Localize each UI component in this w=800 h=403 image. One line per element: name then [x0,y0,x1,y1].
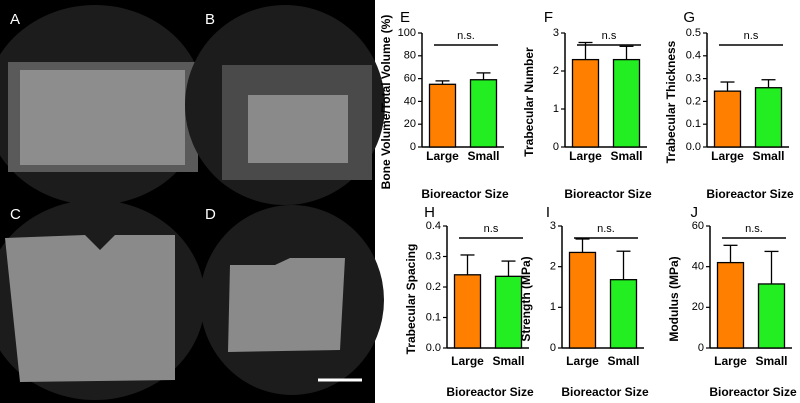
y-tick-label: 0.0 [426,342,441,354]
y-tick-label: 3 [550,220,556,232]
y-tick-label: 0.0 [686,141,701,153]
bar [609,279,638,349]
x-axis-label: Bioreactor Size [446,385,534,399]
y-tick-label: 40 [692,261,704,273]
y-tick-label: 60 [404,73,416,85]
panel-label: I [546,204,550,221]
x-axis-label: Bioreactor Size [706,187,794,201]
panel-label: F [544,9,553,26]
y-tick-label: 2 [553,65,559,77]
scaffold-d [228,258,345,352]
y-tick-label: 0.4 [426,220,441,232]
y-tick-label: 0.1 [686,118,701,130]
bar [716,261,745,349]
y-axis-label: Bone Volume/Total Volume (%) [379,15,393,190]
x-tick-label: Large [714,354,747,368]
image-label: C [10,206,21,223]
scaffold-a-inner [20,70,185,165]
y-tick-label: 20 [404,118,416,130]
x-tick-label: Large [566,354,599,368]
y-tick-label: 0.2 [686,95,701,107]
x-tick-label: Small [610,149,642,163]
y-tick-label: 20 [692,301,704,313]
scaffold-c [5,235,175,382]
bar [428,83,457,148]
y-tick-label: 0.5 [686,27,701,39]
x-tick-label: Large [426,149,459,163]
y-tick-label: 1 [550,301,556,313]
y-tick-label: 0.4 [686,50,701,62]
annotation: n.s [484,223,499,235]
x-tick-label: Small [467,149,499,163]
bar [754,87,783,148]
y-tick-label: 1 [553,103,559,115]
panel-label: J [691,204,699,221]
annotation: n.s. [745,223,763,235]
y-axis-label: Trabecular Number [522,47,536,157]
x-tick-label: Small [752,149,784,163]
y-tick-label: 40 [404,95,416,107]
y-tick-label: 0.3 [686,73,701,85]
y-tick-label: 0 [550,342,556,354]
x-axis-label: Bioreactor Size [709,385,797,399]
y-axis-label: Modulus (MPa) [667,256,681,341]
y-tick-label: 80 [404,50,416,62]
bar [469,79,498,148]
x-tick-label: Small [492,354,524,368]
image-label: B [205,11,215,28]
y-tick-label: 0.2 [426,281,441,293]
images: A B C D [0,0,385,403]
y-tick-label: 3 [553,27,559,39]
y-axis-label: Strength (MPa) [519,256,533,341]
x-tick-label: Small [607,354,639,368]
image-label: D [205,206,216,223]
y-tick-label: 100 [398,27,416,39]
annotation: n.s. [457,30,475,42]
x-axis-label: Bioreactor Size [561,385,649,399]
bar [713,90,742,148]
x-axis-label: Bioreactor Size [421,187,509,201]
y-tick-label: 0 [410,141,416,153]
y-axis-label: Trabecular Spacing [404,244,418,355]
y-axis-label: Trabecular Thickness [664,40,678,163]
y-tick-label: 0.3 [426,250,441,262]
panel-label: E [400,9,410,26]
bar [757,283,786,349]
bar [571,58,600,148]
y-tick-label: 60 [692,220,704,232]
scaffold-b-inner [248,95,348,163]
panel-label: G [683,9,695,26]
y-tick-label: 2 [550,261,556,273]
image-label: A [10,11,20,28]
annotation: n.s [602,30,617,42]
bar [494,275,523,349]
x-tick-label: Large [569,149,602,163]
x-tick-label: Large [711,149,744,163]
bar [612,58,641,148]
bar [453,274,482,349]
annotation: n.s [744,30,759,42]
panel-label: H [424,204,435,221]
y-tick-label: 0 [553,141,559,153]
x-tick-label: Small [755,354,787,368]
y-tick-label: 0.1 [426,311,441,323]
bar [568,251,597,349]
x-axis-label: Bioreactor Size [564,187,652,201]
annotation: n.s. [597,223,615,235]
x-tick-label: Large [451,354,484,368]
y-tick-label: 0 [698,342,704,354]
